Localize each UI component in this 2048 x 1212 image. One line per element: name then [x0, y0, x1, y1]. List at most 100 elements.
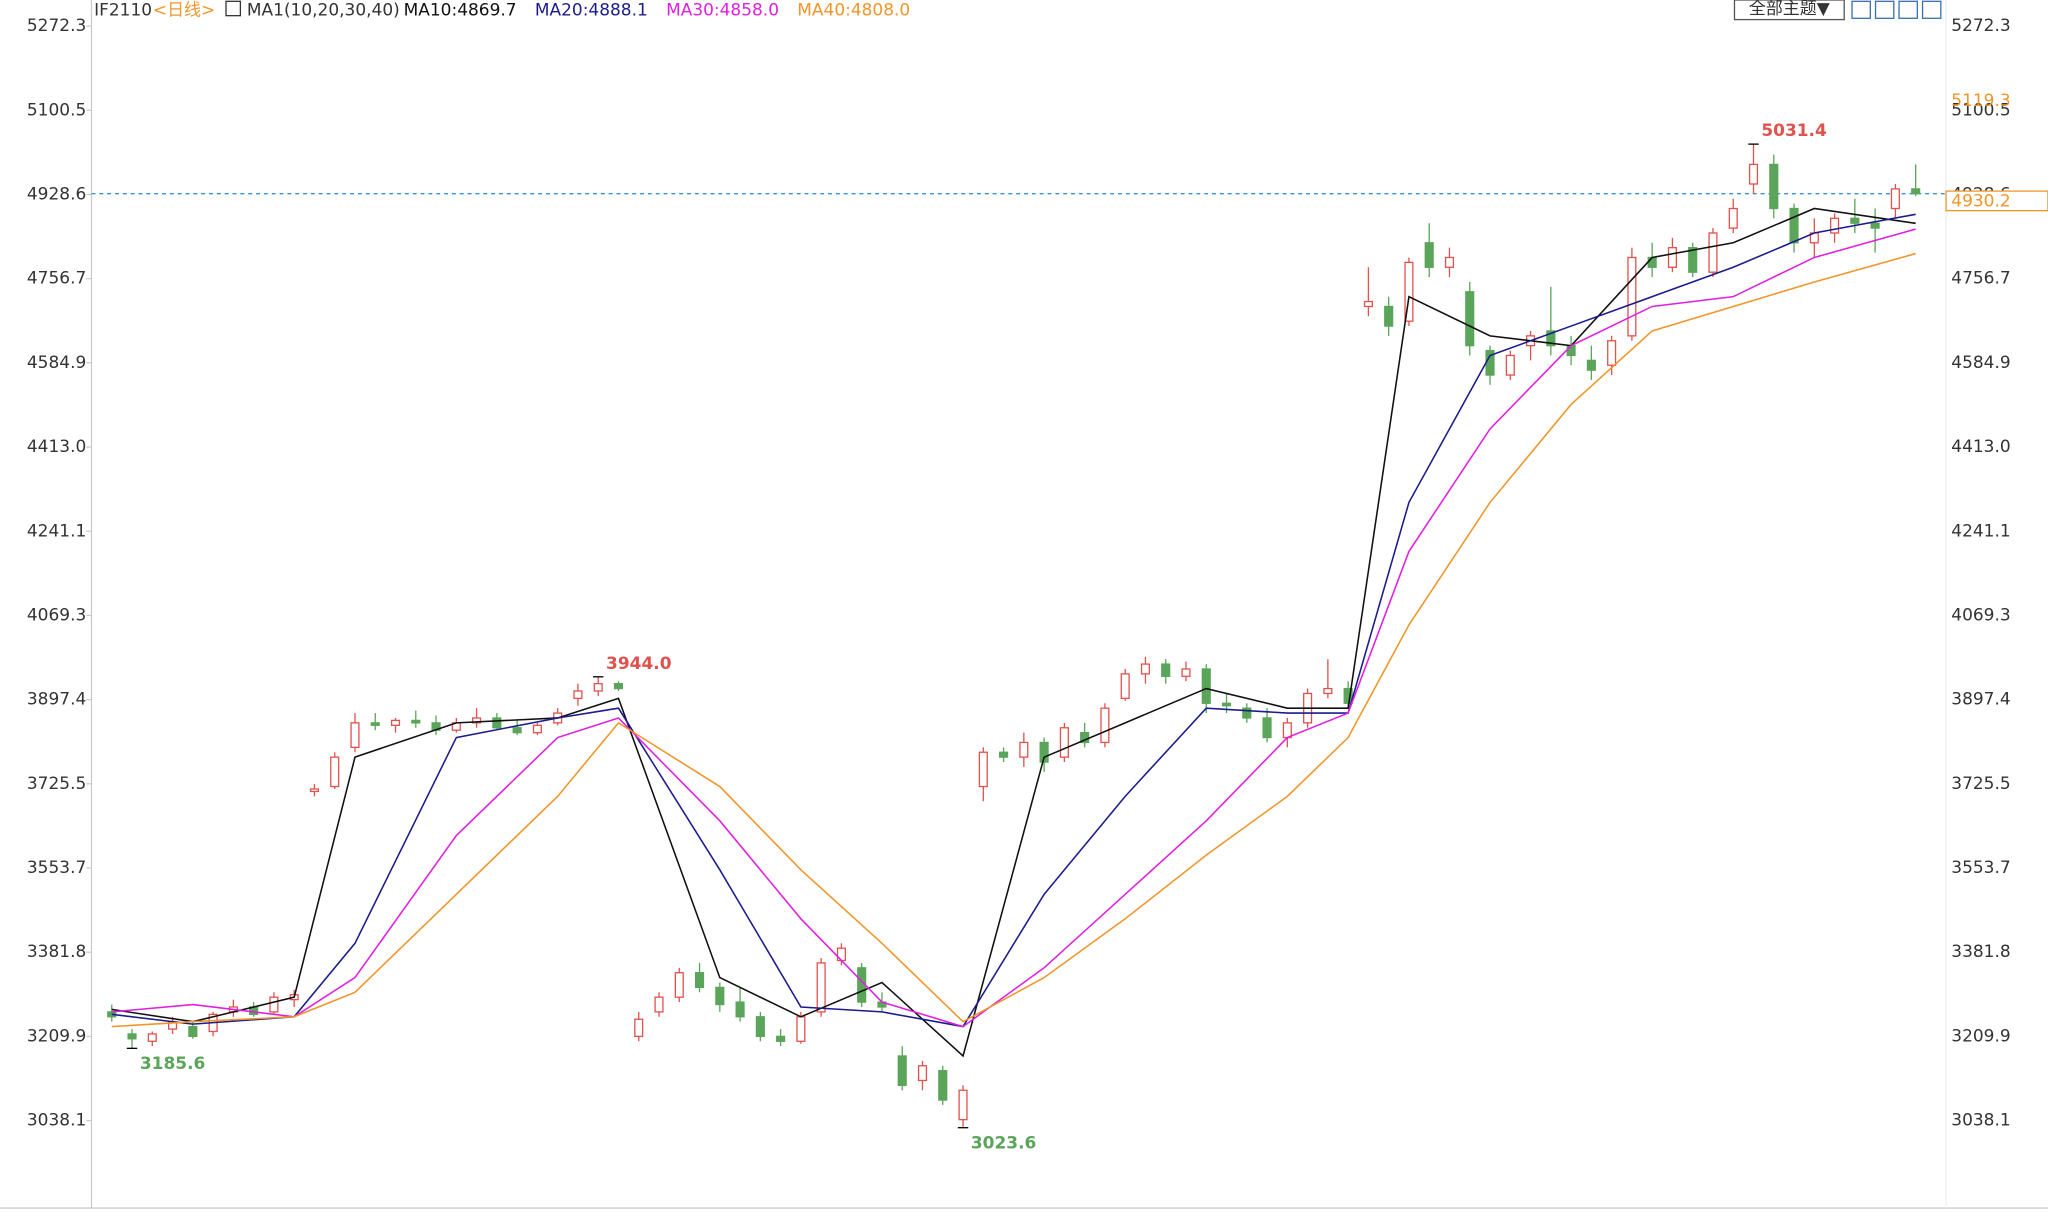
candle-body — [512, 727, 522, 734]
candle-body — [1404, 261, 1414, 322]
right-marker-label: 5119.3 — [1951, 91, 2010, 111]
candle-body — [390, 719, 401, 726]
y2-tick-label: 4069.3 — [1951, 605, 2010, 625]
candle-body — [492, 717, 502, 729]
legend-entry: MA20:4888.1 — [535, 0, 648, 20]
candle-body — [1748, 163, 1759, 185]
y2-tick-label: 3553.7 — [1951, 858, 2010, 878]
candle-body — [350, 722, 360, 749]
candle-body — [1850, 217, 1860, 224]
theme-button[interactable]: 全部主题▼ — [1749, 0, 1830, 19]
candle-body — [1161, 663, 1171, 677]
tool-icon[interactable] — [1898, 0, 1918, 19]
candle-body — [755, 1016, 765, 1038]
candle-body — [715, 986, 725, 1006]
candle-body — [188, 1025, 198, 1038]
candle-body — [1363, 300, 1373, 308]
candle-body — [1586, 359, 1596, 371]
candle-body — [978, 751, 988, 788]
candle-body — [1789, 207, 1799, 244]
candle-body — [999, 751, 1009, 758]
candle-body — [674, 972, 684, 998]
candle-body — [147, 1033, 157, 1042]
candle-body — [573, 690, 583, 700]
y2-tick-label: 4413.0 — [1951, 437, 2010, 457]
ma-line — [111, 228, 1916, 1028]
y-tick-label: 5272.3 — [27, 16, 86, 36]
y2-tick-label: 3381.8 — [1951, 942, 2010, 962]
y2-tick-label: 3897.4 — [1951, 690, 2010, 710]
period[interactable]: <日线> — [153, 0, 215, 20]
candle-body — [411, 719, 421, 724]
candle-body — [1384, 305, 1394, 327]
legend-entry: MA40:4808.0 — [797, 0, 910, 20]
candle-body — [735, 1001, 745, 1018]
y2-tick-label: 3038.1 — [1951, 1111, 2010, 1131]
y2-tick-label: 4756.7 — [1951, 269, 2010, 289]
candle-body — [1546, 330, 1556, 347]
y2-tick-label: 4241.1 — [1951, 521, 2010, 541]
candle-body — [796, 1016, 806, 1042]
y-tick-label: 4241.1 — [27, 521, 86, 541]
y2-tick-label: 5100.5 — [1951, 100, 2010, 120]
candle-body — [1120, 673, 1130, 700]
y-tick-label: 4584.9 — [27, 353, 86, 373]
tool-icon[interactable] — [1921, 0, 1942, 19]
candle-body — [309, 788, 320, 793]
candle-body — [1566, 345, 1576, 357]
candle-body — [1688, 247, 1698, 273]
y-tick-label: 3897.4 — [27, 690, 86, 710]
candle-body — [269, 996, 279, 1013]
y2-tick-label: 4584.9 — [1951, 353, 2010, 373]
candle-body — [472, 717, 482, 724]
legend-entry: MA10:4869.7 — [404, 0, 517, 20]
candle-body — [1323, 687, 1333, 695]
extreme-label: 3023.6 — [971, 1133, 1036, 1153]
last-price-label: 4930.2 — [1951, 192, 2010, 212]
theme-button-box[interactable] — [1733, 0, 1845, 21]
extreme-label: 3185.6 — [140, 1054, 205, 1074]
y-tick-label: 3381.8 — [27, 942, 86, 962]
tool-icon[interactable] — [1851, 0, 1871, 19]
candle-body — [1647, 256, 1657, 268]
candle-body — [613, 683, 624, 690]
candle-body — [1221, 702, 1232, 707]
y-tick-label: 3553.7 — [27, 858, 86, 878]
candle-body — [1059, 727, 1069, 758]
candle-body — [816, 962, 826, 1013]
candle-body — [1201, 668, 1211, 704]
candle-body — [1100, 707, 1110, 744]
candle-body — [634, 1018, 644, 1038]
candle-body — [532, 724, 542, 734]
candle-body — [1465, 291, 1475, 347]
candle-body — [1424, 242, 1434, 268]
tool-icon[interactable] — [1874, 0, 1895, 19]
ma-line — [111, 252, 1916, 1028]
candle-body — [958, 1089, 968, 1121]
candle-body — [897, 1055, 907, 1087]
candle-body — [1242, 707, 1252, 719]
candle-body — [1708, 232, 1718, 273]
ma-line — [111, 213, 1916, 1028]
y2-tick-label: 5272.3 — [1951, 16, 2010, 36]
y-tick-label: 3209.9 — [27, 1026, 86, 1046]
symbol: IF2110 — [94, 0, 152, 20]
y-tick-label: 4756.7 — [27, 269, 86, 289]
y-tick-label: 3725.5 — [27, 774, 86, 794]
candle-body — [370, 722, 380, 726]
toolbar[interactable] — [1851, 0, 1942, 19]
legend-entry: MA30:4858.0 — [666, 0, 779, 20]
extreme-label: 5031.4 — [1761, 121, 1827, 141]
candle-body — [1667, 247, 1678, 268]
candle-body — [1607, 340, 1617, 366]
indicator-icon — [225, 0, 242, 17]
candle-body — [1181, 668, 1191, 677]
legend: MA10:4869.7 MA20:4888.1 MA30:4858.0 MA40:48… — [404, 0, 911, 20]
candle-body — [1039, 741, 1049, 763]
candle-body — [1444, 256, 1455, 268]
candle-body — [938, 1070, 948, 1101]
y-tick-label: 3038.1 — [27, 1111, 86, 1131]
ma-line — [111, 207, 1916, 1058]
candle-body — [127, 1033, 137, 1040]
candle-body — [1890, 188, 1900, 210]
